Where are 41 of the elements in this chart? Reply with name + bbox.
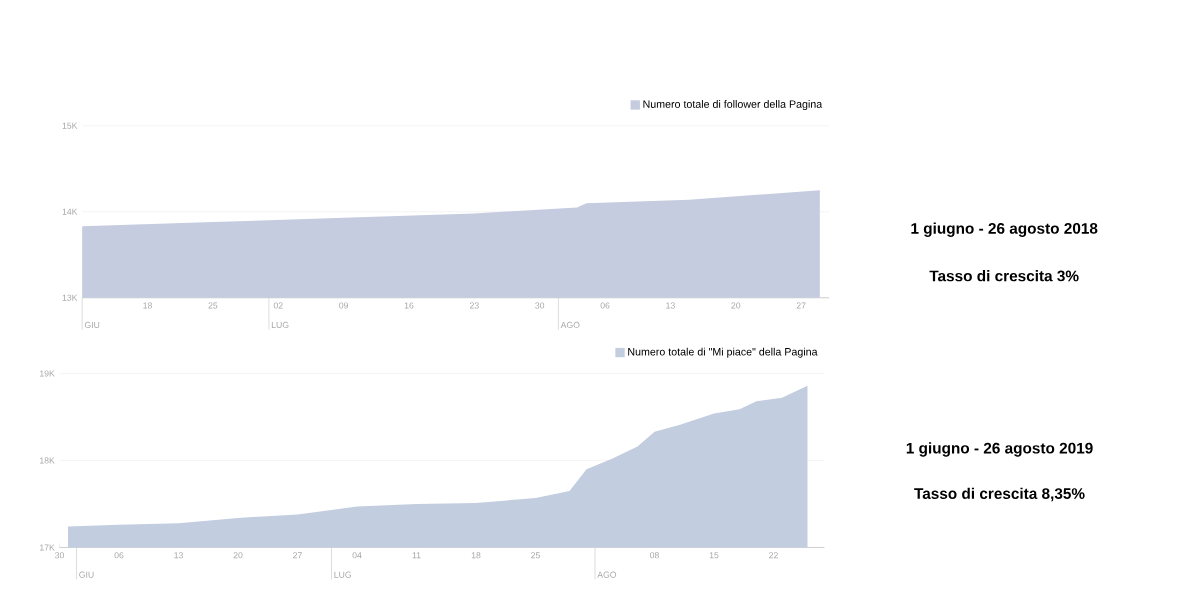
x-tick-label: 18: [471, 552, 481, 559]
text: 1 giugno - 26 agosto 2019: [906, 442, 1093, 457]
ref-line-label: AGO: [597, 571, 617, 578]
x-tick-label: 27: [293, 552, 302, 559]
x-tick-label: 13: [174, 552, 183, 559]
ref-line-label: LUG: [334, 571, 351, 578]
x-tick-label: 20: [233, 552, 243, 559]
x-tick-label: 04: [352, 552, 362, 559]
x-tick-label: 30: [55, 552, 64, 559]
ref-line-label: GIU: [84, 321, 100, 328]
x-tick-label: 20: [731, 302, 741, 309]
x-tick-label: 16: [404, 302, 414, 309]
ref-line-label: AGO: [560, 321, 580, 328]
y-tick-label: 19K: [40, 370, 55, 377]
y-tick-label: 15K: [62, 122, 78, 129]
x-tick-label: 11: [412, 552, 421, 559]
text: Tasso di crescita 8,35%: [914, 487, 1085, 502]
x-tick-label: 06: [600, 302, 610, 309]
x-tick-label: 23: [469, 302, 479, 309]
x-tick-label: 22: [769, 552, 778, 559]
legend-label: Numero totale di follower della Pagina: [643, 100, 823, 111]
text: Tasso di crescita 3%: [929, 270, 1079, 282]
x-tick-label: 25: [208, 302, 218, 309]
x-tick-label: 02: [273, 302, 283, 309]
text: 1 giugno - 26 agosto 2018: [911, 222, 1098, 237]
ref-line-label: GIU: [79, 571, 94, 578]
x-tick-label: 15: [709, 552, 719, 559]
ref-line-label: LUG: [271, 321, 289, 328]
x-tick-label: 06: [114, 552, 124, 559]
x-tick-label: 27: [796, 302, 806, 309]
x-tick-label: 30: [535, 302, 545, 309]
x-tick-label: 09: [339, 302, 349, 309]
x-tick-label: 08: [650, 552, 659, 559]
x-tick-label: 25: [531, 552, 540, 559]
legend-label: Numero totale di "Mi piace" della Pagina: [628, 347, 818, 358]
y-tick-label: 14K: [62, 208, 78, 215]
y-tick-label: 13K: [62, 294, 78, 301]
x-tick-label: 13: [666, 302, 675, 309]
x-tick-label: 18: [143, 302, 152, 309]
y-tick-label: 17K: [40, 544, 55, 551]
y-tick-label: 18K: [40, 457, 55, 464]
